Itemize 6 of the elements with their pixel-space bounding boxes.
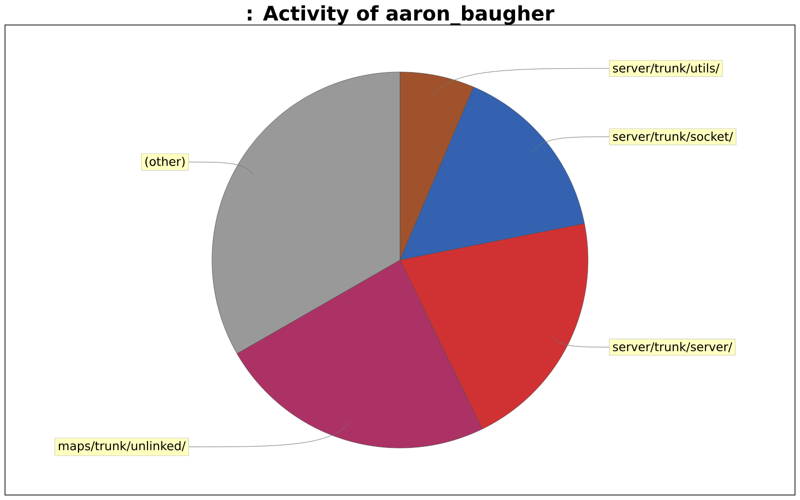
- slice-label: server/trunk/socket/: [612, 132, 734, 142]
- slice-label: server/trunk/utils/: [612, 63, 720, 74]
- slice-label: (other): [145, 156, 185, 168]
- slice-label: maps/trunk/unlinked/: [58, 441, 186, 453]
- chart-title: : Activity of aaron_baugher: [248, 5, 554, 26]
- slice-label: server/trunk/server/: [612, 342, 732, 352]
